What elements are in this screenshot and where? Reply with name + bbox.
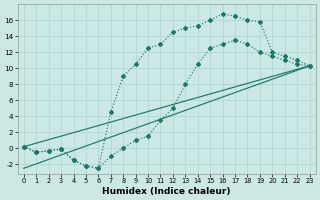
- X-axis label: Humidex (Indice chaleur): Humidex (Indice chaleur): [102, 187, 231, 196]
